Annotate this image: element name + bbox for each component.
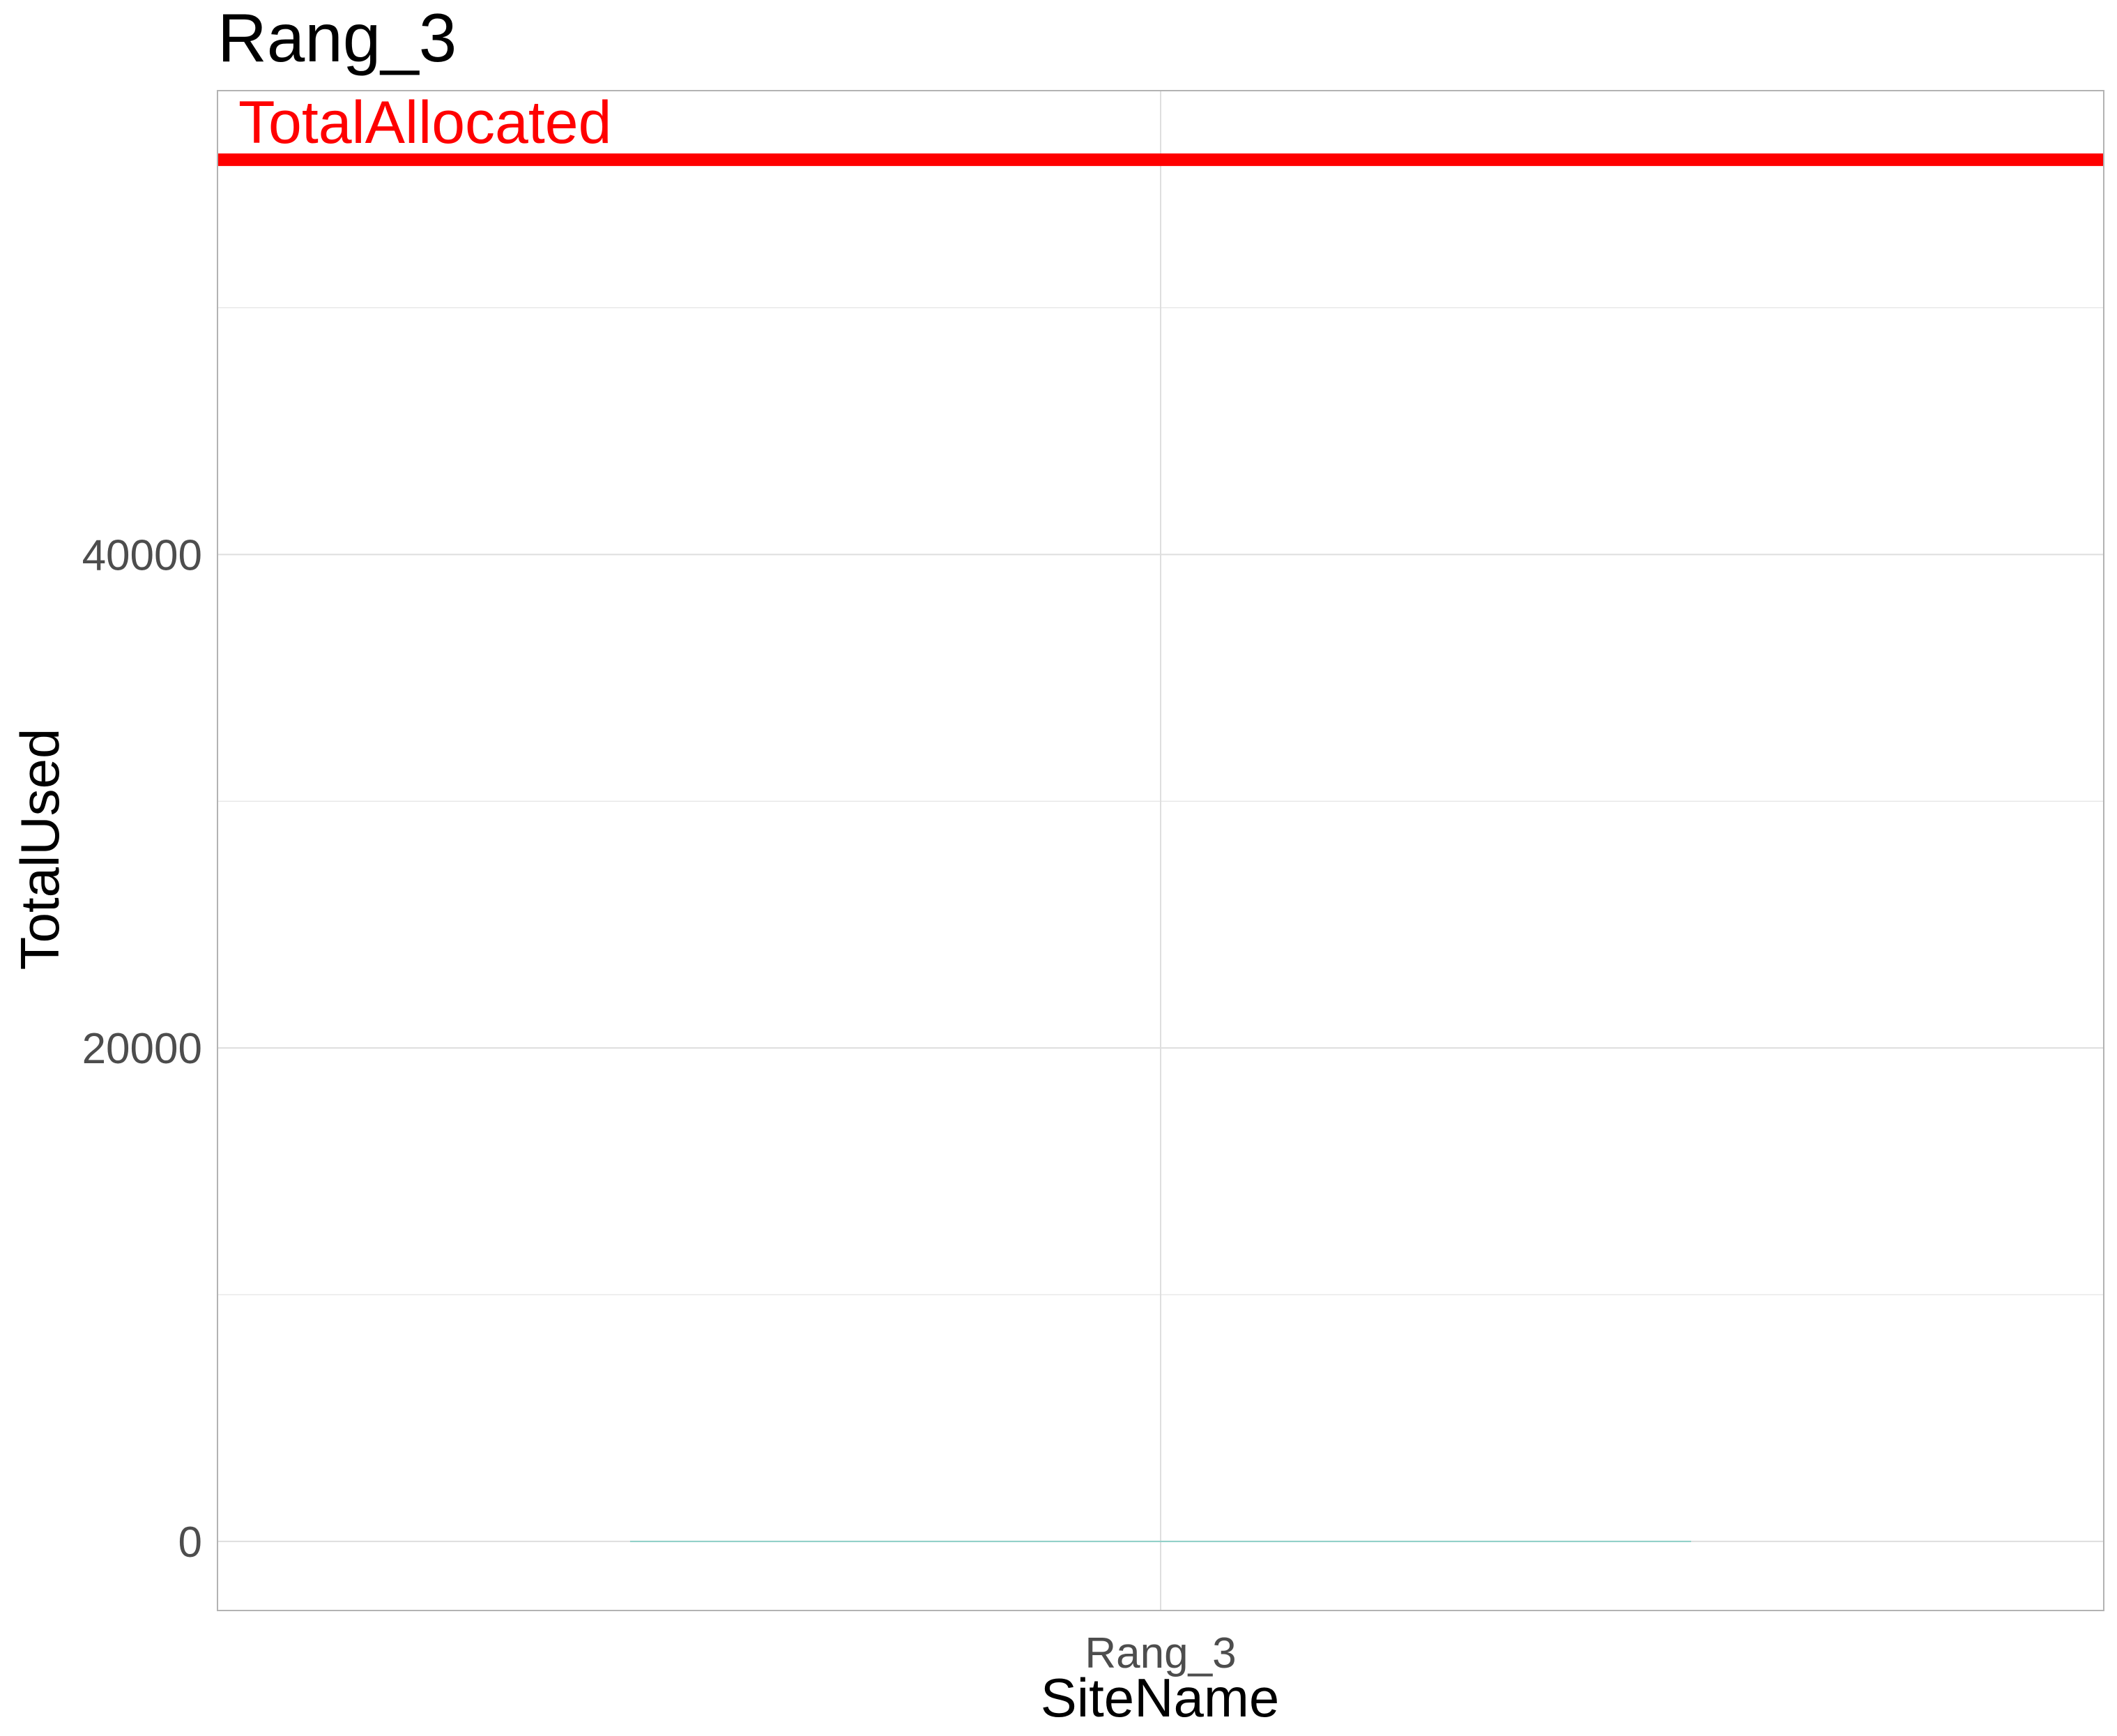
bar <box>629 1540 1692 1542</box>
panel-border <box>217 90 2104 1611</box>
chart-title: Rang_3 <box>217 0 457 76</box>
y-axis-title: TotalUsed <box>9 729 70 970</box>
y-axis-ticks: 0 20000 40000 <box>82 531 202 1567</box>
y-tick-label: 0 <box>178 1518 202 1567</box>
total-allocated-label: TotalAllocated <box>238 89 611 156</box>
y-tick-label: 40000 <box>82 531 202 579</box>
y-tick-label: 20000 <box>82 1025 202 1073</box>
bars <box>629 1540 1692 1542</box>
x-axis-title: SiteName <box>1041 1667 1279 1728</box>
grid-lines <box>217 91 2104 1611</box>
x-axis-ticks: Rang_3 <box>1085 1629 1236 1677</box>
x-tick-label: Rang_3 <box>1085 1629 1236 1677</box>
reference-line-group: TotalAllocated <box>217 89 2104 167</box>
